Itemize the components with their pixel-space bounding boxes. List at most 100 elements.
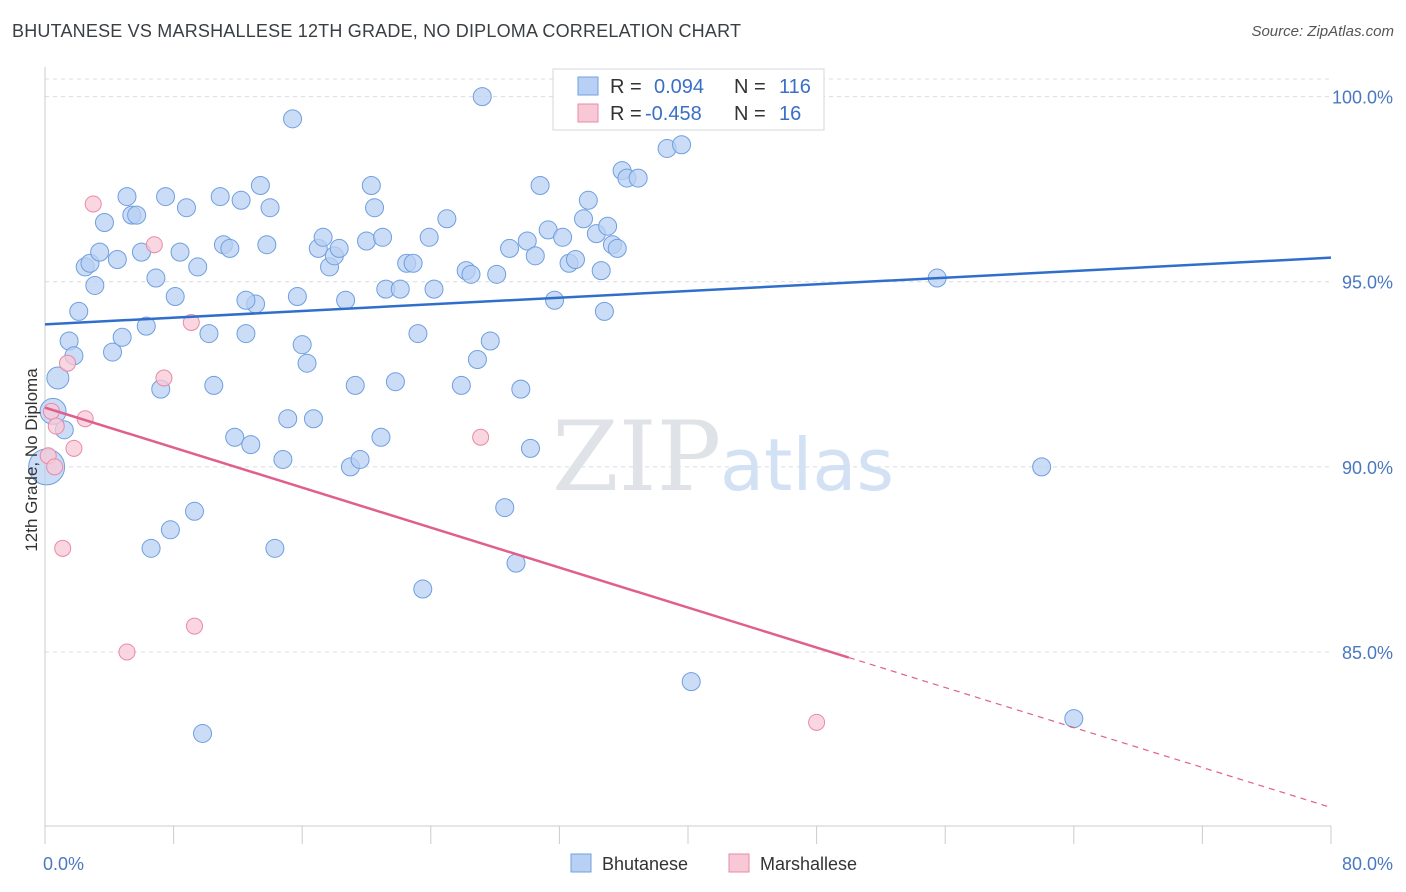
bhutanese-point bbox=[1032, 457, 1052, 477]
bhutanese-point bbox=[403, 253, 423, 273]
watermark: ZIP atlas bbox=[552, 401, 894, 513]
bhutanese-point bbox=[607, 238, 627, 258]
bhutanese-point bbox=[46, 366, 70, 390]
bhutanese-point bbox=[90, 242, 110, 262]
bhutanese-point bbox=[170, 242, 190, 262]
bhutanese-point bbox=[451, 375, 471, 395]
bhutanese-point bbox=[265, 538, 285, 558]
bhutanese-point bbox=[156, 187, 176, 207]
bhutanese-point bbox=[188, 257, 208, 277]
bhutanese-point bbox=[628, 168, 648, 188]
trend-line-0 bbox=[44, 256, 1332, 326]
bhutanese-point bbox=[273, 449, 293, 469]
bhutanese-point bbox=[520, 438, 540, 458]
bhutanese-point bbox=[574, 209, 594, 229]
trend-line-dashed-1 bbox=[848, 656, 1332, 809]
legend-r-label-2: R = bbox=[610, 103, 642, 125]
bhutanese-point bbox=[530, 175, 550, 195]
bhutanese-point bbox=[176, 198, 196, 218]
bhutanese-point bbox=[127, 205, 147, 225]
y-tick-label: 85.0% bbox=[1342, 643, 1393, 663]
bhutanese-point bbox=[199, 324, 219, 344]
marshallese-point bbox=[59, 354, 77, 372]
bhutanese-point bbox=[136, 316, 156, 336]
trend-line-1 bbox=[44, 406, 850, 659]
watermark-atlas: atlas bbox=[720, 423, 894, 507]
marshallese-point bbox=[472, 428, 490, 446]
legend-swatch-bhutanese bbox=[577, 76, 599, 96]
points-layer bbox=[28, 87, 1084, 743]
bhutanese-point bbox=[553, 227, 573, 247]
bhutanese-point bbox=[500, 238, 520, 258]
bhutanese-point bbox=[594, 301, 614, 321]
bhutanese-point bbox=[193, 723, 213, 743]
bhutanese-point bbox=[85, 275, 105, 295]
bottom-legend-marshallese: Marshallese bbox=[760, 854, 857, 874]
trend-layer bbox=[44, 256, 1332, 809]
bhutanese-point bbox=[231, 190, 251, 210]
marshallese-point bbox=[46, 458, 64, 476]
bhutanese-point bbox=[371, 427, 391, 447]
watermark-zip: ZIP bbox=[552, 401, 721, 513]
bhutanese-point bbox=[480, 331, 500, 351]
bhutanese-point bbox=[283, 109, 303, 129]
bhutanese-point bbox=[467, 349, 487, 369]
bhutanese-point bbox=[390, 279, 410, 299]
bottom-legend-swatch-marshallese bbox=[728, 853, 750, 873]
bhutanese-point bbox=[336, 290, 356, 310]
bhutanese-point bbox=[236, 290, 256, 310]
bhutanese-point bbox=[112, 327, 132, 347]
x-tick-label: 0.0% bbox=[43, 854, 84, 874]
bhutanese-point bbox=[287, 287, 307, 307]
bhutanese-point bbox=[184, 501, 204, 521]
marshallese-point bbox=[808, 713, 826, 731]
bhutanese-point bbox=[146, 268, 166, 288]
bhutanese-point bbox=[297, 353, 317, 373]
bhutanese-point bbox=[329, 238, 349, 258]
y-tick-label: 95.0% bbox=[1342, 273, 1393, 293]
marshallese-point bbox=[118, 643, 136, 661]
bhutanese-point bbox=[578, 190, 598, 210]
legend-r-label-1: R = bbox=[610, 76, 642, 98]
legend-swatch-marshallese bbox=[577, 103, 599, 123]
marshallese-point bbox=[182, 313, 200, 331]
bhutanese-point bbox=[681, 672, 701, 692]
bhutanese-point bbox=[413, 579, 433, 599]
bhutanese-point bbox=[461, 264, 481, 284]
x-tick-label: 80.0% bbox=[1342, 854, 1393, 874]
bhutanese-point bbox=[1064, 709, 1084, 729]
bhutanese-point bbox=[565, 250, 585, 270]
legend-n-label-1: N = bbox=[734, 76, 766, 98]
bhutanese-point bbox=[250, 175, 270, 195]
bottom-legend-bhutanese: Bhutanese bbox=[602, 854, 688, 874]
bhutanese-point bbox=[517, 231, 537, 251]
bhutanese-point bbox=[408, 324, 428, 344]
bhutanese-point bbox=[672, 135, 692, 155]
bhutanese-point bbox=[241, 435, 261, 455]
bhutanese-point bbox=[225, 427, 245, 447]
chart-source: Source: ZipAtlas.com bbox=[1251, 23, 1394, 40]
bhutanese-point bbox=[385, 372, 405, 392]
bhutanese-point bbox=[94, 213, 114, 233]
legend-n-label-2: N = bbox=[734, 103, 766, 125]
marshallese-point bbox=[47, 417, 65, 435]
bhutanese-point bbox=[260, 198, 280, 218]
bhutanese-point bbox=[373, 227, 393, 247]
bhutanese-point bbox=[525, 246, 545, 266]
bhutanese-point bbox=[107, 250, 127, 270]
legend-box: R = 0.094 N = 116 R = -0.458 N = 16 bbox=[552, 68, 825, 131]
marshallese-point bbox=[185, 617, 203, 635]
marshallese-point bbox=[155, 369, 173, 387]
y-axis-label: 12th Grade, No Diploma bbox=[22, 368, 41, 552]
y-tick-label: 100.0% bbox=[1332, 88, 1393, 108]
bhutanese-point bbox=[495, 498, 515, 518]
marshallese-point bbox=[145, 236, 163, 254]
axes-layer: 100.0% 95.0% 90.0% 85.0% 0.0% 80.0% bbox=[43, 67, 1393, 874]
bhutanese-point bbox=[437, 209, 457, 229]
bhutanese-point bbox=[236, 324, 256, 344]
bhutanese-point bbox=[303, 409, 323, 429]
bhutanese-point bbox=[591, 261, 611, 281]
bhutanese-point bbox=[361, 175, 381, 195]
chart-title: BHUTANESE VS MARSHALLESE 12TH GRADE, NO … bbox=[12, 21, 742, 41]
